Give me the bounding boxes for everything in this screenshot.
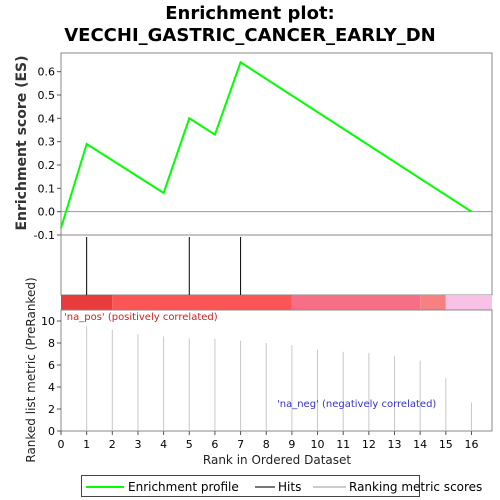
es-y-tick-label: 0.4 bbox=[38, 112, 56, 125]
legend-swatch-enrichment-profile bbox=[86, 486, 124, 488]
x-tick-label: 9 bbox=[288, 438, 295, 451]
x-tick-label: 8 bbox=[263, 438, 270, 451]
x-tick-label: 15 bbox=[439, 438, 453, 451]
x-tick-label: 0 bbox=[58, 438, 65, 451]
es-y-tick-label: 0.0 bbox=[38, 206, 56, 219]
es-y-tick-label: 0.6 bbox=[38, 66, 56, 79]
legend-entry-hits: Hits bbox=[278, 480, 302, 494]
x-tick-label: 10 bbox=[311, 438, 325, 451]
es-y-tick-label: 0.2 bbox=[38, 159, 56, 172]
enrichment-profile-line bbox=[60, 60, 473, 229]
x-tick-label: 16 bbox=[464, 438, 478, 451]
es-y-tick-label: -0.1 bbox=[34, 229, 55, 242]
metric-panel-frame bbox=[60, 309, 493, 432]
hits-panel-frame bbox=[60, 234, 493, 296]
x-tick-label: 11 bbox=[336, 438, 350, 451]
heat-band-segment bbox=[420, 295, 446, 310]
metric-y-axis-label: Ranked list metric (PreRanked) bbox=[24, 277, 38, 462]
es-y-tick-label: 0.5 bbox=[38, 89, 56, 102]
es-y-tick-label: 0.3 bbox=[38, 136, 56, 149]
x-tick-label: 3 bbox=[134, 438, 141, 451]
neg-correlated-label: 'na_neg' (negatively correlated) bbox=[277, 399, 436, 410]
x-tick-label: 13 bbox=[388, 438, 402, 451]
x-tick-label: 7 bbox=[237, 438, 244, 451]
legend-entry-enrichment-profile: Enrichment profile bbox=[128, 480, 239, 494]
metric-y-tick-label: 6 bbox=[48, 359, 55, 372]
x-tick-label: 1 bbox=[83, 438, 90, 451]
legend-swatch-ranking-metric bbox=[313, 486, 346, 488]
chart-title-line-1: Enrichment plot: bbox=[165, 3, 335, 24]
x-axis-label: Rank in Ordered Dataset bbox=[203, 453, 351, 467]
x-tick-label: 2 bbox=[109, 438, 116, 451]
es-y-tick-label: 0.1 bbox=[38, 182, 56, 195]
x-tick-label: 12 bbox=[362, 438, 376, 451]
heat-band-segment bbox=[112, 295, 292, 310]
metric-y-tick-label: 0 bbox=[48, 425, 55, 438]
x-tick-label: 5 bbox=[186, 438, 193, 451]
x-tick-label: 14 bbox=[413, 438, 427, 451]
legend-entry-ranking-metric: Ranking metric scores bbox=[349, 480, 483, 494]
x-tick-label: 6 bbox=[211, 438, 218, 451]
metric-y-tick-label: 10 bbox=[41, 315, 55, 328]
es-y-axis-label: Enrichment score (ES) bbox=[14, 55, 30, 230]
heat-band-segment bbox=[291, 295, 421, 310]
heat-band-segment bbox=[445, 295, 492, 310]
x-tick-label: 4 bbox=[160, 438, 167, 451]
metric-y-tick-label: 2 bbox=[48, 403, 55, 416]
legend: Enrichment profile Hits Ranking metric s… bbox=[81, 475, 482, 497]
metric-y-tick-label: 8 bbox=[48, 337, 55, 350]
pos-correlated-label: 'na_pos' (positively correlated) bbox=[64, 312, 218, 323]
heat-band-segment bbox=[61, 295, 113, 310]
legend-swatch-hits bbox=[255, 486, 275, 488]
chart-title-line-2: VECCHI_GASTRIC_CANCER_EARLY_DN bbox=[64, 25, 436, 46]
es-panel-frame bbox=[60, 52, 493, 236]
metric-y-tick-label: 4 bbox=[48, 381, 55, 394]
